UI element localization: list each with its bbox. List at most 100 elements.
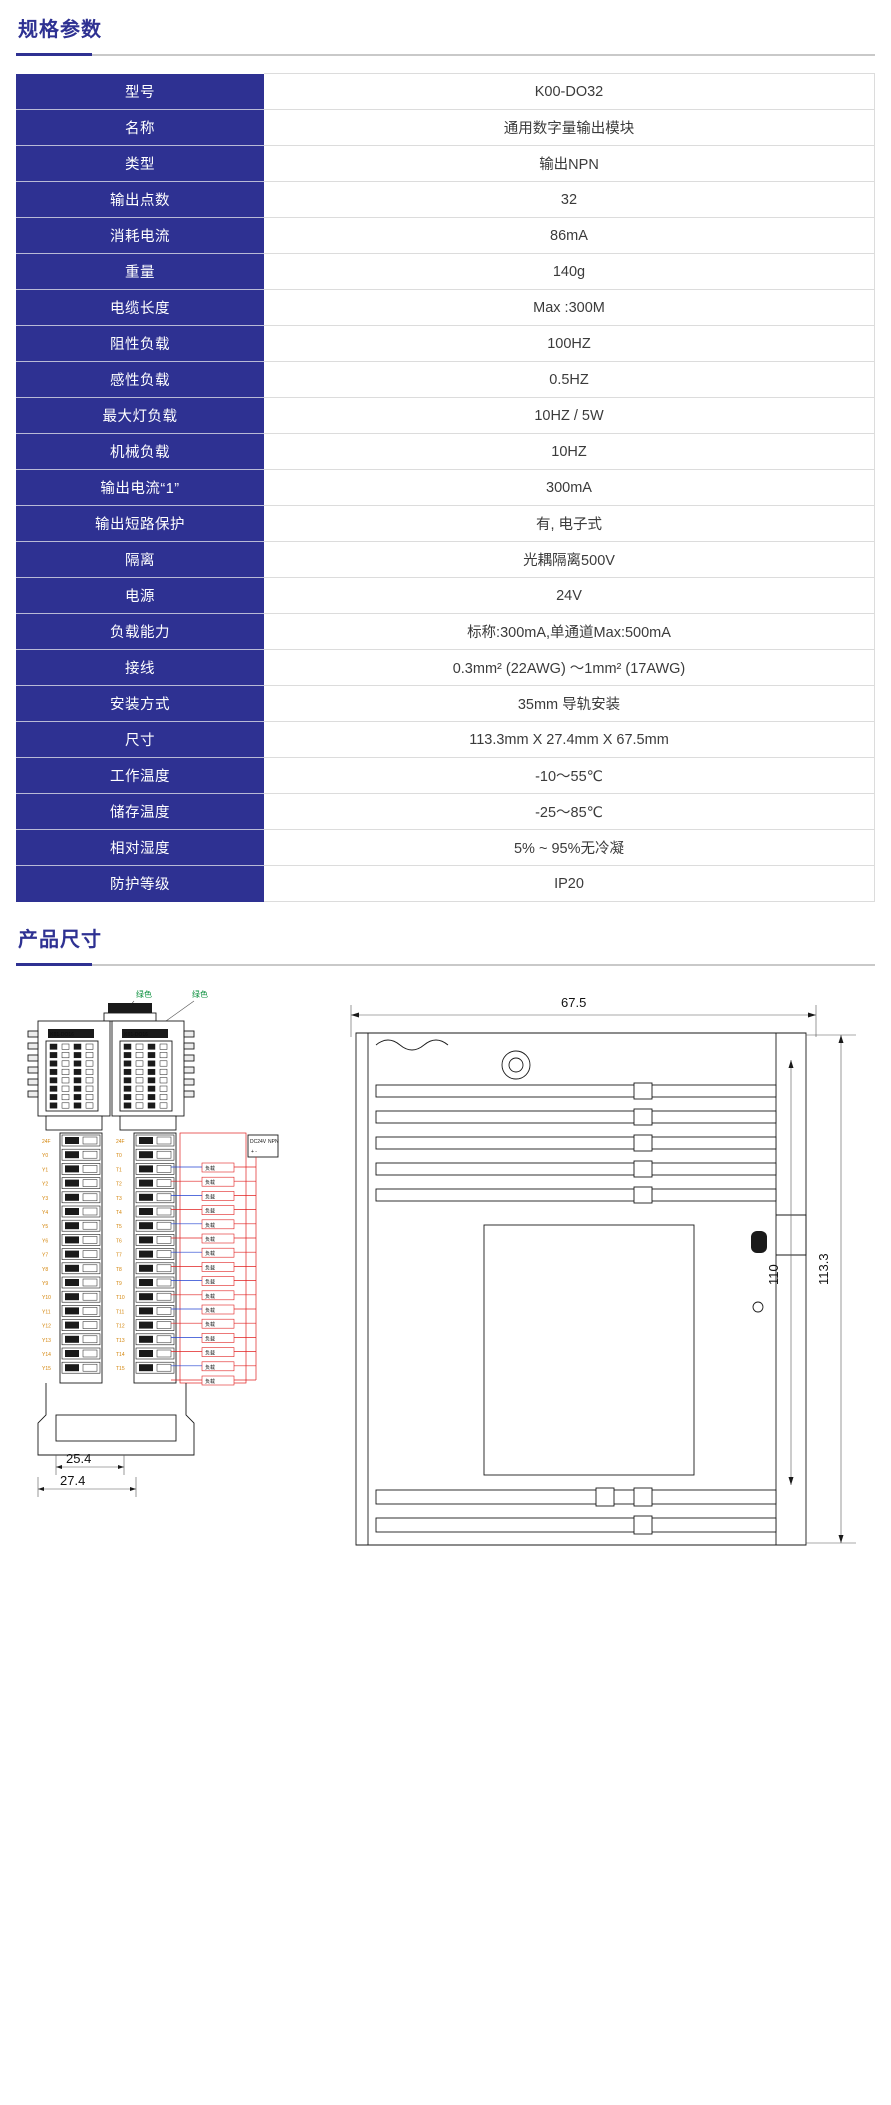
spec-section-divider [16,51,875,59]
terminal-wire-port [156,1307,172,1315]
led-indicator [147,1060,156,1067]
led-indicator [73,1094,82,1101]
terminal-screw [65,1222,79,1230]
terminal-label: T1 [116,1167,122,1173]
table-row: 最大灯负载 10HZ / 5W [16,397,875,434]
led-indicator [135,1094,144,1101]
spec-section-title: 规格参数 [18,19,102,41]
terminal-slot [61,1248,101,1260]
spec-value: 10HZ / 5W [264,397,875,434]
table-row: 型号 K00-DO32 [16,73,875,110]
led-indicator [135,1085,144,1092]
terminal-slot [61,1234,101,1246]
terminal-slot [61,1205,101,1218]
terminal-label: Y0 [42,1153,48,1159]
table-row: 重量 140g [16,253,875,290]
led-indicator [159,1085,168,1092]
spec-value: 0.5HZ [264,361,875,398]
latch-grip [751,1231,767,1253]
load-label: 负载 [205,1179,215,1186]
load-label: 负载 [205,1250,215,1257]
dimension-label-110: 110 [766,1264,781,1285]
load-box [201,1333,235,1343]
terminal-slot [135,1234,175,1246]
terminal-label: Y6 [42,1238,48,1244]
terminal-wire-port [156,1321,172,1329]
load-box [201,1219,235,1230]
table-row: 防护等级 IP20 [16,865,875,902]
led-indicator [49,1102,58,1109]
table-row: 类型 输出NPN [16,145,875,182]
spec-key: 机械负载 [16,433,264,470]
spec-value: 10HZ [264,433,875,470]
terminal-screw [139,1293,153,1301]
terminal-wire-port [82,1136,98,1145]
wire-color-label-2: 绿色 [192,989,208,999]
table-row: 名称 通用数字量输出模块 [16,109,875,146]
spec-key: 重量 [16,253,264,290]
spec-key: 输出短路保护 [16,505,264,542]
spec-value: 有, 电子式 [264,505,875,542]
connector-ribs [375,1082,777,1204]
terminal-wire-port [82,1150,98,1159]
terminal-label: T13 [116,1338,125,1344]
terminal-screw [65,1307,79,1315]
terminal-slot [135,1361,175,1374]
terminal-wire-port [156,1136,172,1145]
terminal-slot [135,1276,175,1289]
terminal-label: Y9 [42,1281,48,1287]
terminal-screw [139,1279,153,1286]
led-indicator [73,1102,82,1109]
terminal-wire-port [82,1292,98,1301]
terminal-screws-right [135,1134,175,1374]
terminal-screws-left [61,1134,101,1374]
terminal-screw [65,1193,79,1201]
terminal-slot [61,1262,101,1275]
terminal-slot [135,1290,175,1303]
terminal-wire-port [82,1335,98,1344]
led-indicator [159,1060,168,1067]
load-label: 负载 [205,1193,215,1200]
led-indicator [61,1077,70,1084]
table-row: 电源 24V [16,577,875,614]
load-box [201,1304,235,1315]
terminal-wire-port [156,1278,172,1287]
spec-value: Max :300M [264,289,875,326]
terminal-wire-port [156,1221,172,1230]
load-box [201,1176,235,1187]
spec-key: 最大灯负载 [16,397,264,434]
terminal-label: T15 [116,1366,125,1372]
led-indicator [85,1094,94,1101]
load-box [201,1276,235,1286]
table-row: 相对湿度 5% ~ 95%无冷凝 [16,829,875,866]
terminal-label: T3 [116,1196,122,1202]
terminal-wire-port [156,1335,172,1344]
terminal-wire-port [82,1179,98,1187]
spec-key: 电源 [16,577,264,614]
terminal-slot [61,1290,101,1303]
terminal-slot [61,1319,101,1331]
led-indicator [73,1060,82,1067]
module-label-plate-left [48,1029,94,1038]
divider-base-line [16,964,875,966]
led-indicator [135,1068,144,1075]
spec-value: 通用数字量输出模块 [264,109,875,146]
led-indicator [85,1068,94,1075]
led-indicator [49,1077,58,1084]
spec-section-header: 规格参数 [16,18,875,59]
led-indicator [61,1068,70,1075]
terminal-screw [65,1321,79,1329]
load-label: 负载 [205,1165,215,1172]
table-row: 储存温度 -25～85℃ [16,793,875,830]
spec-value: 140g [264,253,875,290]
right-dimension-110: 110 [766,1060,794,1485]
spec-value: 标称:300mA,单通道Max:500mA [264,613,875,650]
led-indicator-grid-right [119,1040,173,1112]
top-connector-base [103,1012,157,1022]
led-indicator [123,1052,132,1059]
led-indicator [159,1102,168,1109]
terminal-wire-port [82,1236,98,1244]
led-indicator [147,1043,156,1050]
led-indicator [147,1077,156,1084]
